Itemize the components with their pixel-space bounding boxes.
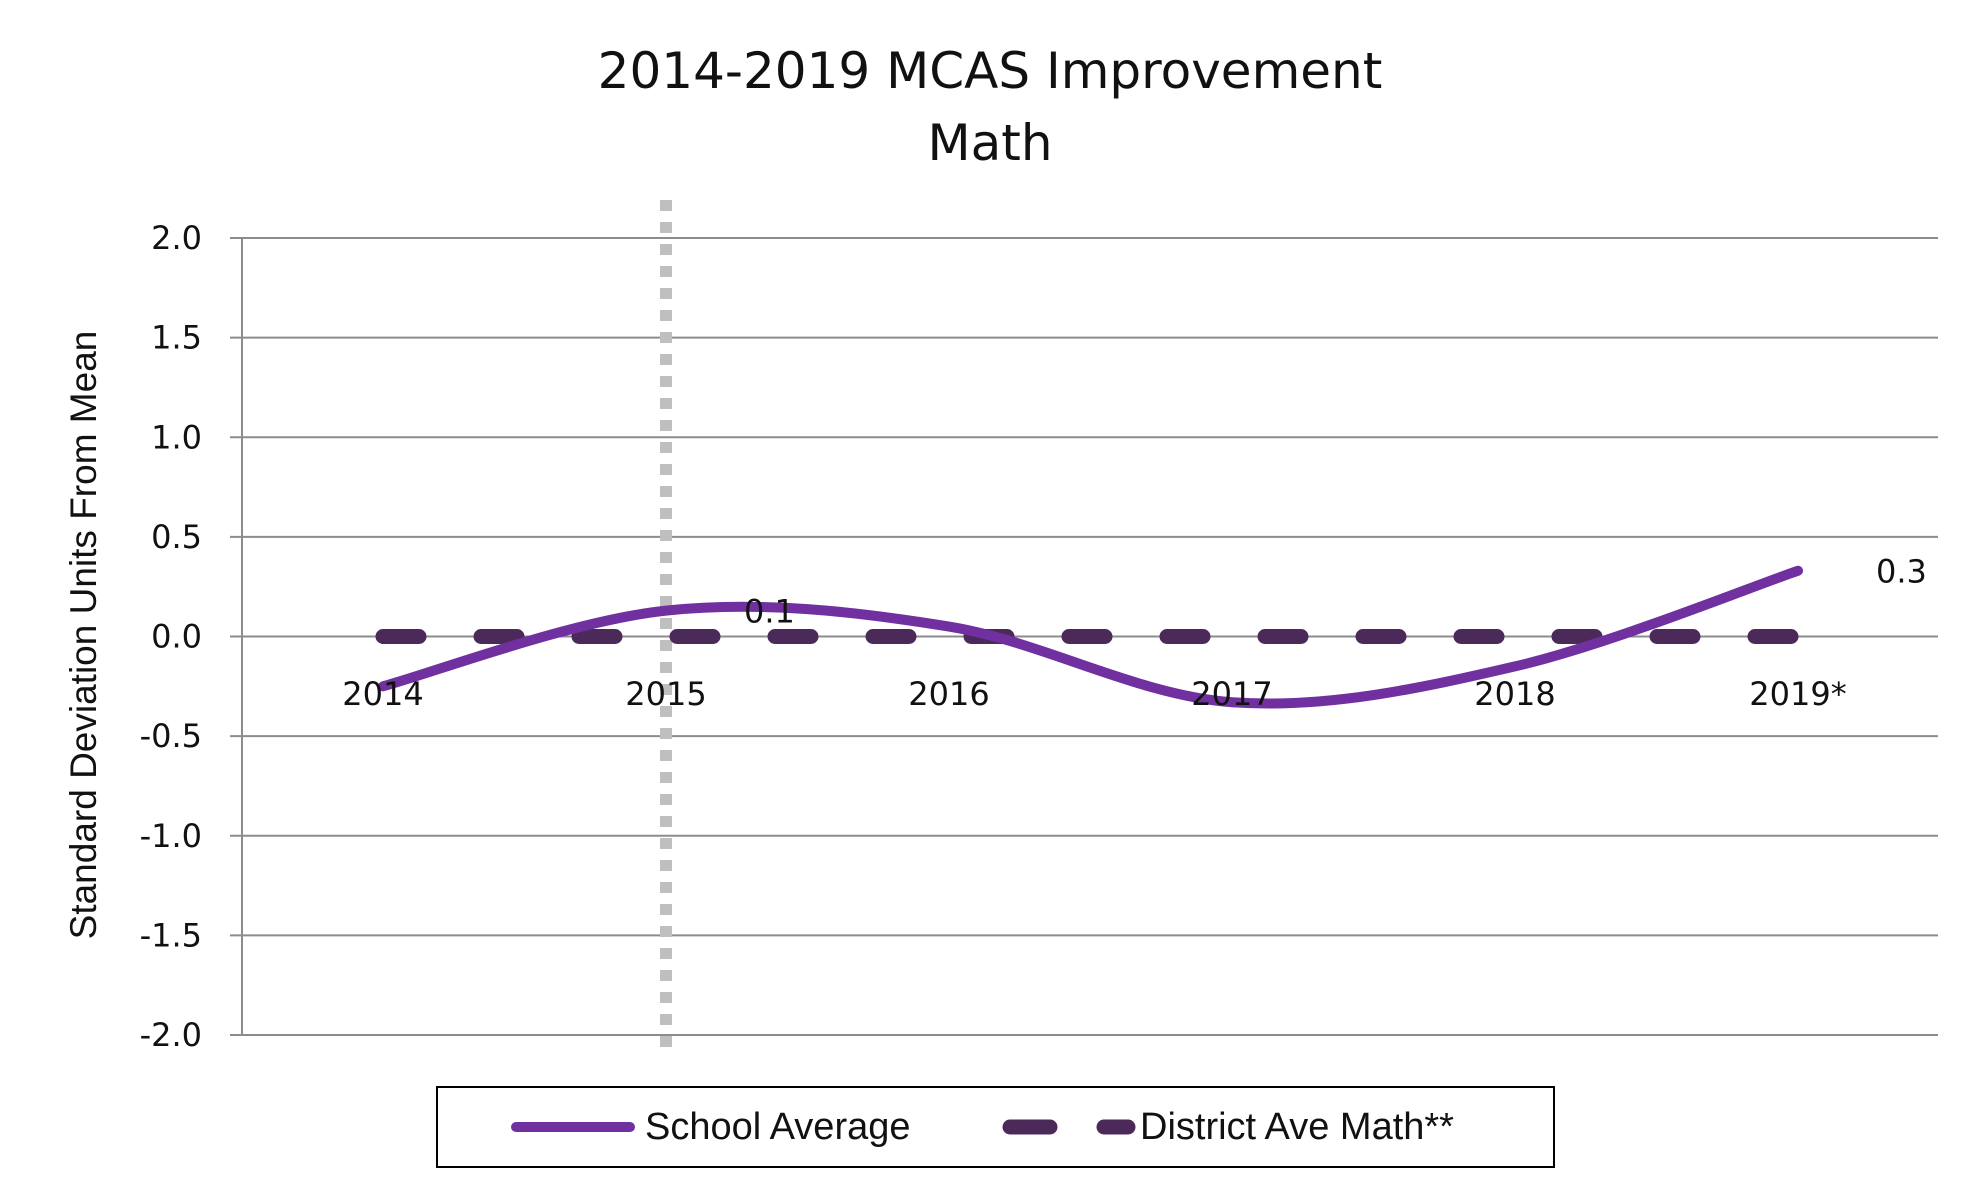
x-tick-labels: 2014 2015 2016 2017 2018 2019* — [342, 675, 1846, 713]
y-tick-label: -1.5 — [140, 916, 202, 954]
x-tick-label: 2019* — [1749, 675, 1846, 713]
y-tick-label: -1.0 — [140, 817, 202, 855]
x-tick-label: 2014 — [342, 675, 423, 713]
legend: School Average District Ave Math** — [436, 1086, 1555, 1168]
y-tick-label: 2.0 — [151, 219, 202, 257]
data-label: 0.3 — [1876, 553, 1927, 591]
x-tick-label: 2018 — [1474, 675, 1555, 713]
x-tick-label: 2017 — [1191, 675, 1272, 713]
series-group — [375, 565, 1806, 709]
y-tick-label: 1.5 — [151, 319, 202, 357]
legend-label-school-average: School Average — [645, 1106, 911, 1148]
series-line-school-average — [378, 565, 1803, 709]
legend-label-district-ave-math: District Ave Math** — [1140, 1106, 1454, 1148]
chart-subtitle: Math — [927, 114, 1052, 172]
y-tick-label: 0.0 — [151, 618, 202, 656]
y-tick-label: -0.5 — [140, 717, 202, 755]
chart-title: 2014-2019 MCAS Improvement — [598, 42, 1383, 100]
y-tick-label: -2.0 — [140, 1016, 202, 1054]
data-label: 0.1 — [744, 593, 795, 631]
data-labels: 0.1 0.3 — [744, 553, 1927, 631]
y-tick-labels: 2.0 1.5 1.0 0.5 0.0 -0.5 -1.0 -1.5 -2.0 — [140, 219, 202, 1054]
x-tick-label: 2016 — [908, 675, 989, 713]
y-axis-label: Standard Deviation Units From Mean — [63, 331, 104, 940]
y-tick-label: 1.0 — [151, 418, 202, 456]
y-tick-label: 0.5 — [151, 518, 202, 556]
x-tick-label: 2015 — [625, 675, 706, 713]
